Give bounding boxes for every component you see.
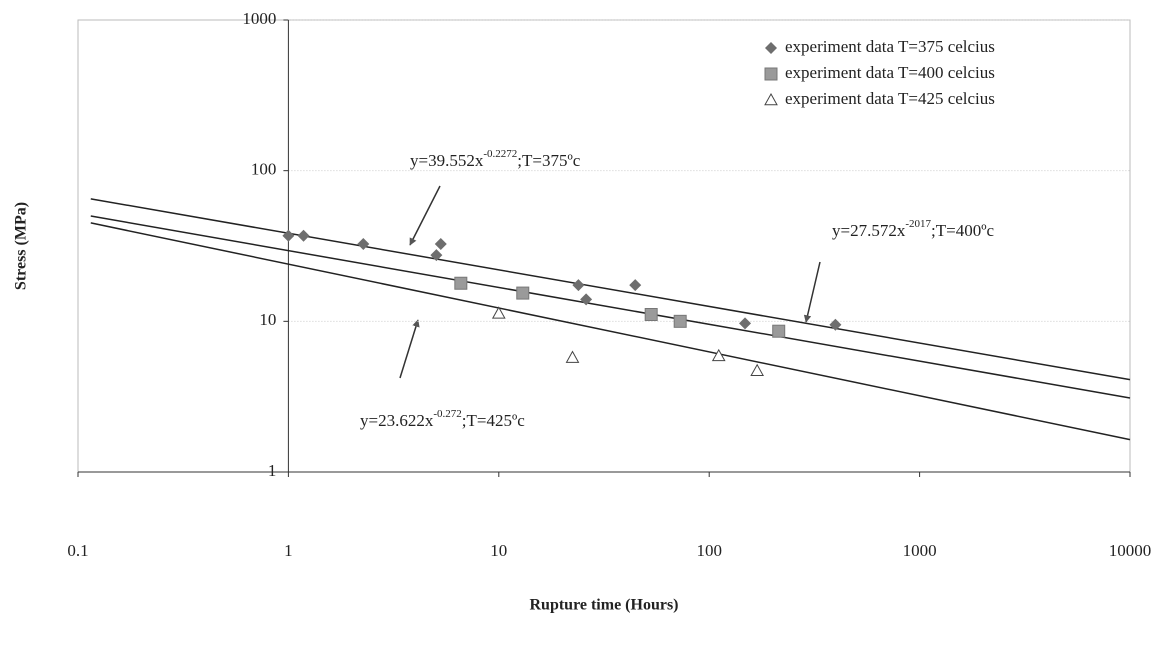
legend-label: experiment data T=425 celcius [785, 89, 995, 108]
y-tick-label: 1000 [242, 9, 276, 28]
point [572, 279, 585, 292]
trend-line [90, 198, 1131, 381]
legend-marker [764, 67, 778, 81]
annotation-exponent: -0.2272 [483, 148, 517, 160]
point [750, 363, 764, 377]
point [772, 324, 786, 338]
point [711, 348, 726, 362]
annotation-text: y=23.622x [360, 411, 434, 430]
point [297, 229, 310, 242]
annotation-text: y=27.572x [832, 221, 906, 240]
y-tick-label: 1 [268, 461, 277, 480]
point [516, 286, 530, 300]
point [491, 306, 506, 319]
annotation: y=23.622x-0.272;T=425ºc [360, 408, 525, 430]
x-tick-label: 10 [490, 541, 507, 560]
annotation-text: ;T=375ºc [517, 151, 580, 170]
annotation: y=39.552x-0.2272;T=375ºc [410, 148, 581, 170]
point [739, 317, 752, 330]
arrow [409, 185, 441, 246]
plot-area [77, 19, 1131, 473]
legend-marker [765, 42, 777, 54]
x-tick-label: 0.1 [67, 541, 88, 560]
x-tick-label: 1000 [903, 541, 937, 560]
y-tick-label: 10 [259, 310, 276, 329]
point [434, 238, 447, 251]
annotation-text: y=39.552x [410, 151, 484, 170]
annotation: y=27.572x-2017;T=400ºc [832, 218, 994, 240]
arrow [399, 319, 420, 379]
point [580, 293, 593, 306]
annotation-exponent: -2017 [905, 218, 931, 230]
annotation-text: ;T=425ºc [462, 411, 525, 430]
point [357, 238, 370, 251]
x-axis-label: Rupture time (Hours) [529, 597, 678, 614]
x-tick-label: 1 [284, 541, 293, 560]
point [454, 276, 468, 290]
legend-label: experiment data T=400 celcius [785, 63, 995, 82]
point [673, 314, 687, 328]
annotation-text: ;T=400ºc [931, 221, 994, 240]
legend-label: experiment data T=375 celcius [785, 37, 995, 56]
x-tick-label: 10000 [1109, 541, 1152, 560]
point [430, 249, 443, 262]
annotation-exponent: -0.272 [433, 408, 461, 420]
point [644, 308, 658, 322]
point [829, 318, 842, 331]
legend-marker [764, 92, 778, 106]
arrow [803, 261, 821, 323]
trend-line [90, 222, 1131, 441]
x-tick-label: 100 [696, 541, 722, 560]
y-axis-label: Stress (MPa) [13, 202, 30, 290]
y-tick-label: 100 [251, 160, 277, 179]
point [629, 279, 642, 292]
point [565, 350, 580, 363]
point [282, 229, 295, 242]
trend-line [90, 215, 1131, 399]
